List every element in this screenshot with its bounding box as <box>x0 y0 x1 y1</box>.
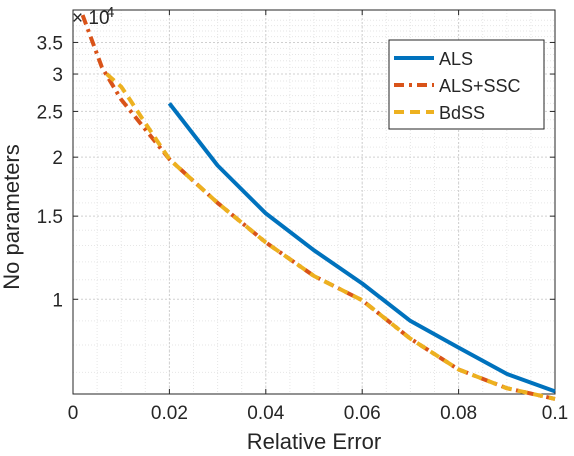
y-exponent-power: 4 <box>106 4 114 21</box>
y-tick-label: 1.5 <box>37 207 63 228</box>
legend-label: ALS+SSC <box>439 76 521 96</box>
x-tick-label: 0.04 <box>247 403 284 424</box>
x-tick-label: 0.08 <box>440 403 477 424</box>
y-axis-title: No parameters <box>0 144 24 290</box>
x-tick-label: 0.06 <box>344 403 381 424</box>
legend-items: ALS ALS+SSC BdSS <box>394 49 521 123</box>
y-tick-label: 2.5 <box>37 102 63 123</box>
x-tick-label: 0.1 <box>542 403 568 424</box>
y-tick-label: 3 <box>52 65 63 86</box>
y-tick-label: 3.5 <box>37 33 63 54</box>
legend-label: ALS <box>439 49 473 69</box>
x-axis-title: Relative Error <box>247 429 381 454</box>
series-line-als <box>167 102 556 394</box>
series-line-bdss <box>105 72 556 401</box>
y-exponent-base: × 10 <box>72 8 110 29</box>
y-tick-label: 2 <box>52 148 63 169</box>
legend-label: BdSS <box>439 103 485 123</box>
y-tick-labels: 1 1.5 2 2.5 3 3.5 <box>37 33 63 311</box>
legend-box <box>388 39 545 130</box>
plot-frame <box>72 9 556 395</box>
x-tick-labels: 0 0.02 0.04 0.06 0.08 0.1 <box>68 403 569 424</box>
x-tick-label: 0 <box>68 403 79 424</box>
data-series <box>80 14 556 401</box>
axis-ticks <box>72 10 556 394</box>
x-tick-label: 0.02 <box>151 403 188 424</box>
legend: ALS ALS+SSC BdSS <box>388 39 545 130</box>
y-tick-label: 1 <box>52 290 63 311</box>
grid-lines <box>73 10 555 394</box>
